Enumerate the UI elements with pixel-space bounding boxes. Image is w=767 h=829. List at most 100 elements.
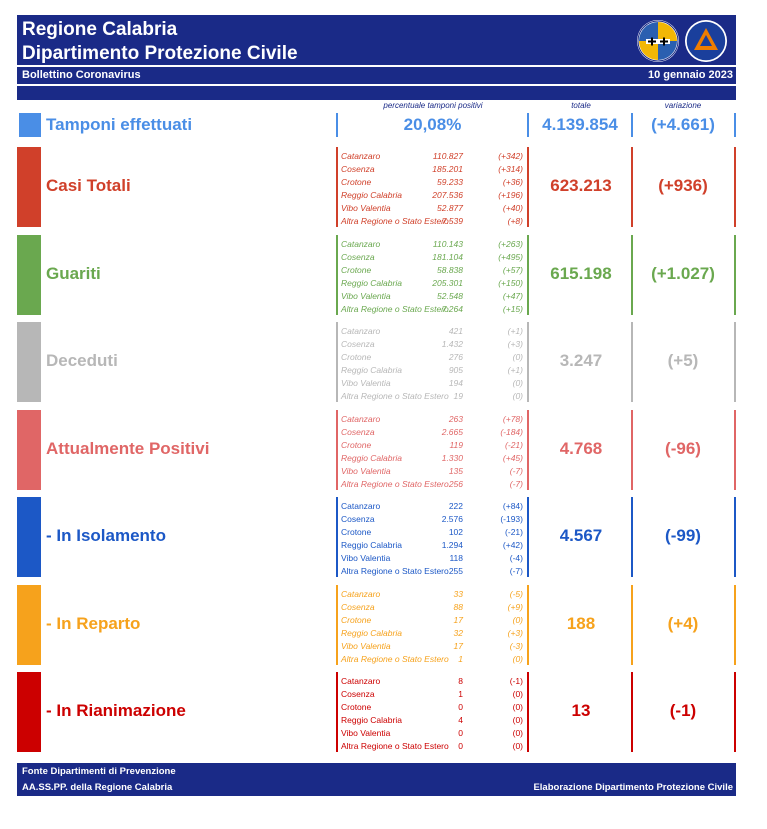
bulletin-date: 10 gennaio 2023: [648, 69, 733, 81]
province-value: 207.536: [432, 190, 463, 200]
province-value: 0: [458, 741, 463, 751]
province-delta: (+3): [507, 339, 523, 349]
province-value: 102: [448, 527, 463, 537]
province-row: Cosenza 1 (0): [341, 688, 527, 701]
province-value: 1: [458, 654, 463, 664]
province-value: 4: [458, 715, 463, 725]
province-row: Crotone 119 (-21): [341, 439, 527, 452]
province-row: Altra Regione o Stato Estero 19 (0): [341, 390, 527, 403]
province-delta: (+150): [498, 278, 523, 288]
tamponi-divider: [336, 113, 338, 137]
total-caption: totale: [571, 101, 591, 110]
province-row: Altra Regione o Stato Estero 0 (0): [341, 740, 527, 753]
province-row: Reggio Calabria 4 (0): [341, 714, 527, 727]
province-value: 1.432: [441, 339, 463, 349]
section-row: Guariti Catanzaro 110.143 (+263) Cosenza 181.…: [0, 235, 767, 315]
province-delta: (+1): [507, 326, 523, 336]
province-delta: (-7): [509, 566, 523, 576]
section-total: 3.247: [559, 351, 603, 370]
section-divider: [631, 497, 633, 577]
province-row: Catanzaro 421 (+1): [341, 325, 527, 338]
section-row: - In Isolamento Catanzaro 222 (+84) Cosenza 2…: [0, 497, 767, 577]
province-row: Vibo Valentia 118 (-4): [341, 552, 527, 565]
province-name: Altra Regione o Stato Estero: [341, 304, 449, 314]
tamponi-percentage: 20,08%: [403, 115, 462, 134]
province-name: Cosenza: [341, 164, 375, 174]
section-color-bar: [17, 235, 41, 315]
province-name: Vibo Valentia: [341, 378, 391, 388]
province-name: Catanzaro: [341, 501, 381, 511]
province-value: 256: [448, 479, 463, 489]
province-value: 1: [458, 689, 463, 699]
province-delta: (-7): [509, 466, 523, 476]
province-delta: (0): [512, 715, 523, 725]
province-name: Cosenza: [341, 252, 375, 262]
tamponi-divider: [527, 113, 529, 137]
province-row: Reggio Calabria 905 (+1): [341, 364, 527, 377]
province-name: Reggio Calabria: [341, 540, 402, 550]
province-name: Vibo Valentia: [341, 291, 391, 301]
province-name: Reggio Calabria: [341, 365, 402, 375]
section-divider: [734, 410, 736, 490]
section-divider: [734, 585, 736, 665]
province-value: 110.143: [432, 239, 463, 249]
province-breakdown: Catanzaro 421 (+1) Cosenza 1.432 (+3) Crotone 2…: [341, 325, 527, 403]
province-row: Reggio Calabria 1.294 (+42): [341, 539, 527, 552]
section-divider: [336, 410, 338, 490]
province-value: 185.201: [432, 164, 463, 174]
section-color-bar: [17, 410, 41, 490]
province-row: Catanzaro 110.827 (+342): [341, 150, 527, 163]
province-value: 194: [448, 378, 463, 388]
province-value: 255: [448, 566, 463, 576]
province-breakdown: Catanzaro 263 (+78) Cosenza 2.665 (-184) Croto…: [341, 413, 527, 491]
section-total: 188: [566, 614, 596, 633]
province-row: Catanzaro 33 (-5): [341, 588, 527, 601]
section-color-bar: [17, 585, 41, 665]
province-delta: (0): [512, 615, 523, 625]
province-row: Crotone 17 (0): [341, 614, 527, 627]
section-total: 4.567: [559, 526, 603, 545]
province-row: Catanzaro 222 (+84): [341, 500, 527, 513]
section-divider: [734, 497, 736, 577]
province-row: Cosenza 185.201 (+314): [341, 163, 527, 176]
footer-source-line2: AA.SS.PP. della Regione Calabria: [22, 782, 173, 793]
province-delta: (0): [512, 689, 523, 699]
province-row: Vibo Valentia 52.548 (+47): [341, 290, 527, 303]
section-color-bar: [17, 672, 41, 752]
province-name: Reggio Calabria: [341, 278, 402, 288]
province-row: Catanzaro 110.143 (+263): [341, 238, 527, 251]
province-name: Catanzaro: [341, 676, 381, 686]
province-delta: (-3): [509, 641, 523, 651]
province-name: Crotone: [341, 702, 372, 712]
province-delta: (+196): [498, 190, 523, 200]
province-value: 7.264: [441, 304, 463, 314]
province-value: 88: [453, 602, 463, 612]
province-delta: (-7): [509, 479, 523, 489]
section-divider: [336, 497, 338, 577]
section-divider: [336, 235, 338, 315]
section-variation: (+4): [667, 614, 699, 633]
tamponi-label: Tamponi effettuati: [46, 115, 193, 134]
section-row: - In Reparto Catanzaro 33 (-5) Cosenza 88 (+9)…: [0, 585, 767, 665]
province-name: Vibo Valentia: [341, 466, 391, 476]
province-row: Altra Regione o Stato Estero 256 (-7): [341, 478, 527, 491]
section-divider: [527, 410, 529, 490]
province-name: Vibo Valentia: [341, 203, 391, 213]
province-name: Crotone: [341, 527, 372, 537]
province-value: 1.294: [441, 540, 463, 550]
province-breakdown: Catanzaro 33 (-5) Cosenza 88 (+9) Crotone 17 (0)…: [341, 588, 527, 666]
section-divider: [734, 235, 736, 315]
section-variation: (+5): [667, 351, 699, 370]
province-name: Crotone: [341, 352, 372, 362]
section-divider: [527, 497, 529, 577]
positivity-caption: percentuale tamponi positivi: [383, 101, 483, 110]
tamponi-divider: [631, 113, 633, 137]
tamponi-variation: (+4.661): [651, 115, 715, 134]
province-delta: (0): [512, 654, 523, 664]
section-total: 615.198: [550, 264, 612, 283]
province-row: Reggio Calabria 1.330 (+45): [341, 452, 527, 465]
province-name: Catanzaro: [341, 589, 381, 599]
province-name: Vibo Valentia: [341, 641, 391, 651]
province-name: Altra Regione o Stato Estero: [341, 654, 449, 664]
province-delta: (+1): [507, 365, 523, 375]
